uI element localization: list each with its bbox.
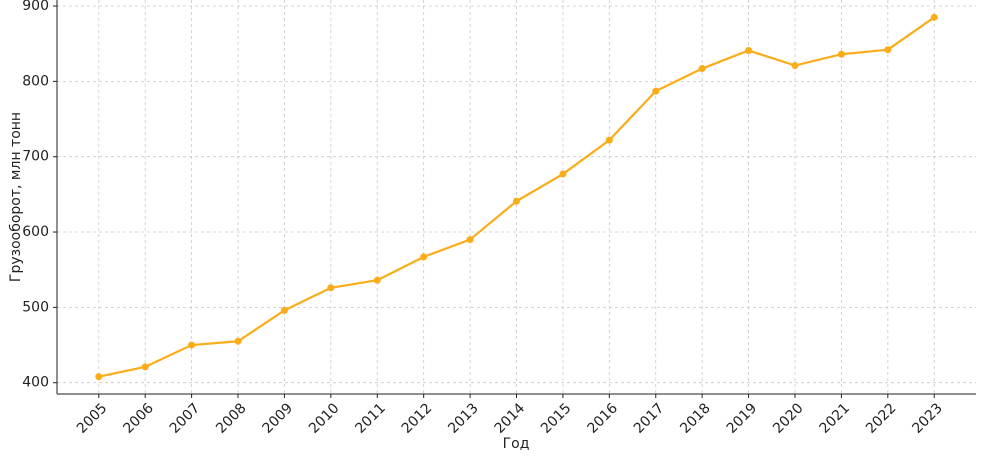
x-tick-label: 2017 <box>631 400 668 437</box>
x-tick-label: 2014 <box>492 400 529 437</box>
x-tick-label: 2009 <box>260 400 297 437</box>
x-tick-label: 2023 <box>909 400 946 437</box>
point <box>698 65 706 73</box>
x-tick-label: 2013 <box>445 400 482 437</box>
x-tick-label: 2021 <box>817 400 854 437</box>
point <box>513 197 520 205</box>
y-tick-label: 700 <box>22 149 49 165</box>
point <box>884 46 892 54</box>
x-tick-label: 2020 <box>770 400 807 437</box>
point <box>559 170 567 178</box>
point <box>188 341 196 349</box>
point <box>466 236 474 244</box>
point <box>930 13 938 21</box>
y-tick-label: 500 <box>22 299 49 315</box>
y-tick-label: 800 <box>22 73 49 89</box>
x-tick-label: 2011 <box>352 400 389 437</box>
y-tick-label: 900 <box>22 0 49 14</box>
x-tick-label: 2005 <box>74 400 111 437</box>
point <box>141 363 149 371</box>
point <box>605 136 613 144</box>
y-axis-label: Грузооборот, млн тонн <box>8 112 24 282</box>
x-tick-label: 2019 <box>724 400 761 437</box>
x-tick-label: 2006 <box>120 400 157 437</box>
line <box>98 16 935 378</box>
point <box>280 306 288 314</box>
x-tick-label: 2008 <box>213 400 250 437</box>
point <box>234 337 242 345</box>
x-axis-label: Год <box>503 436 530 452</box>
point <box>745 46 753 54</box>
y-tick-label: 600 <box>22 224 49 240</box>
x-tick-label: 2018 <box>677 400 714 437</box>
x-tick-label: 2022 <box>863 400 900 437</box>
point <box>837 50 845 58</box>
point <box>373 276 381 284</box>
x-tick-label: 2012 <box>399 400 436 437</box>
point <box>327 284 335 292</box>
point <box>791 62 799 70</box>
point <box>420 253 428 261</box>
x-tick-label: 2007 <box>167 400 204 437</box>
y-tick-label: 400 <box>22 375 49 391</box>
x-tick-label: 2016 <box>584 400 621 437</box>
x-tick-label: 2010 <box>306 400 343 437</box>
point <box>95 373 103 381</box>
x-tick-label: 2015 <box>538 400 575 437</box>
point <box>652 87 660 95</box>
